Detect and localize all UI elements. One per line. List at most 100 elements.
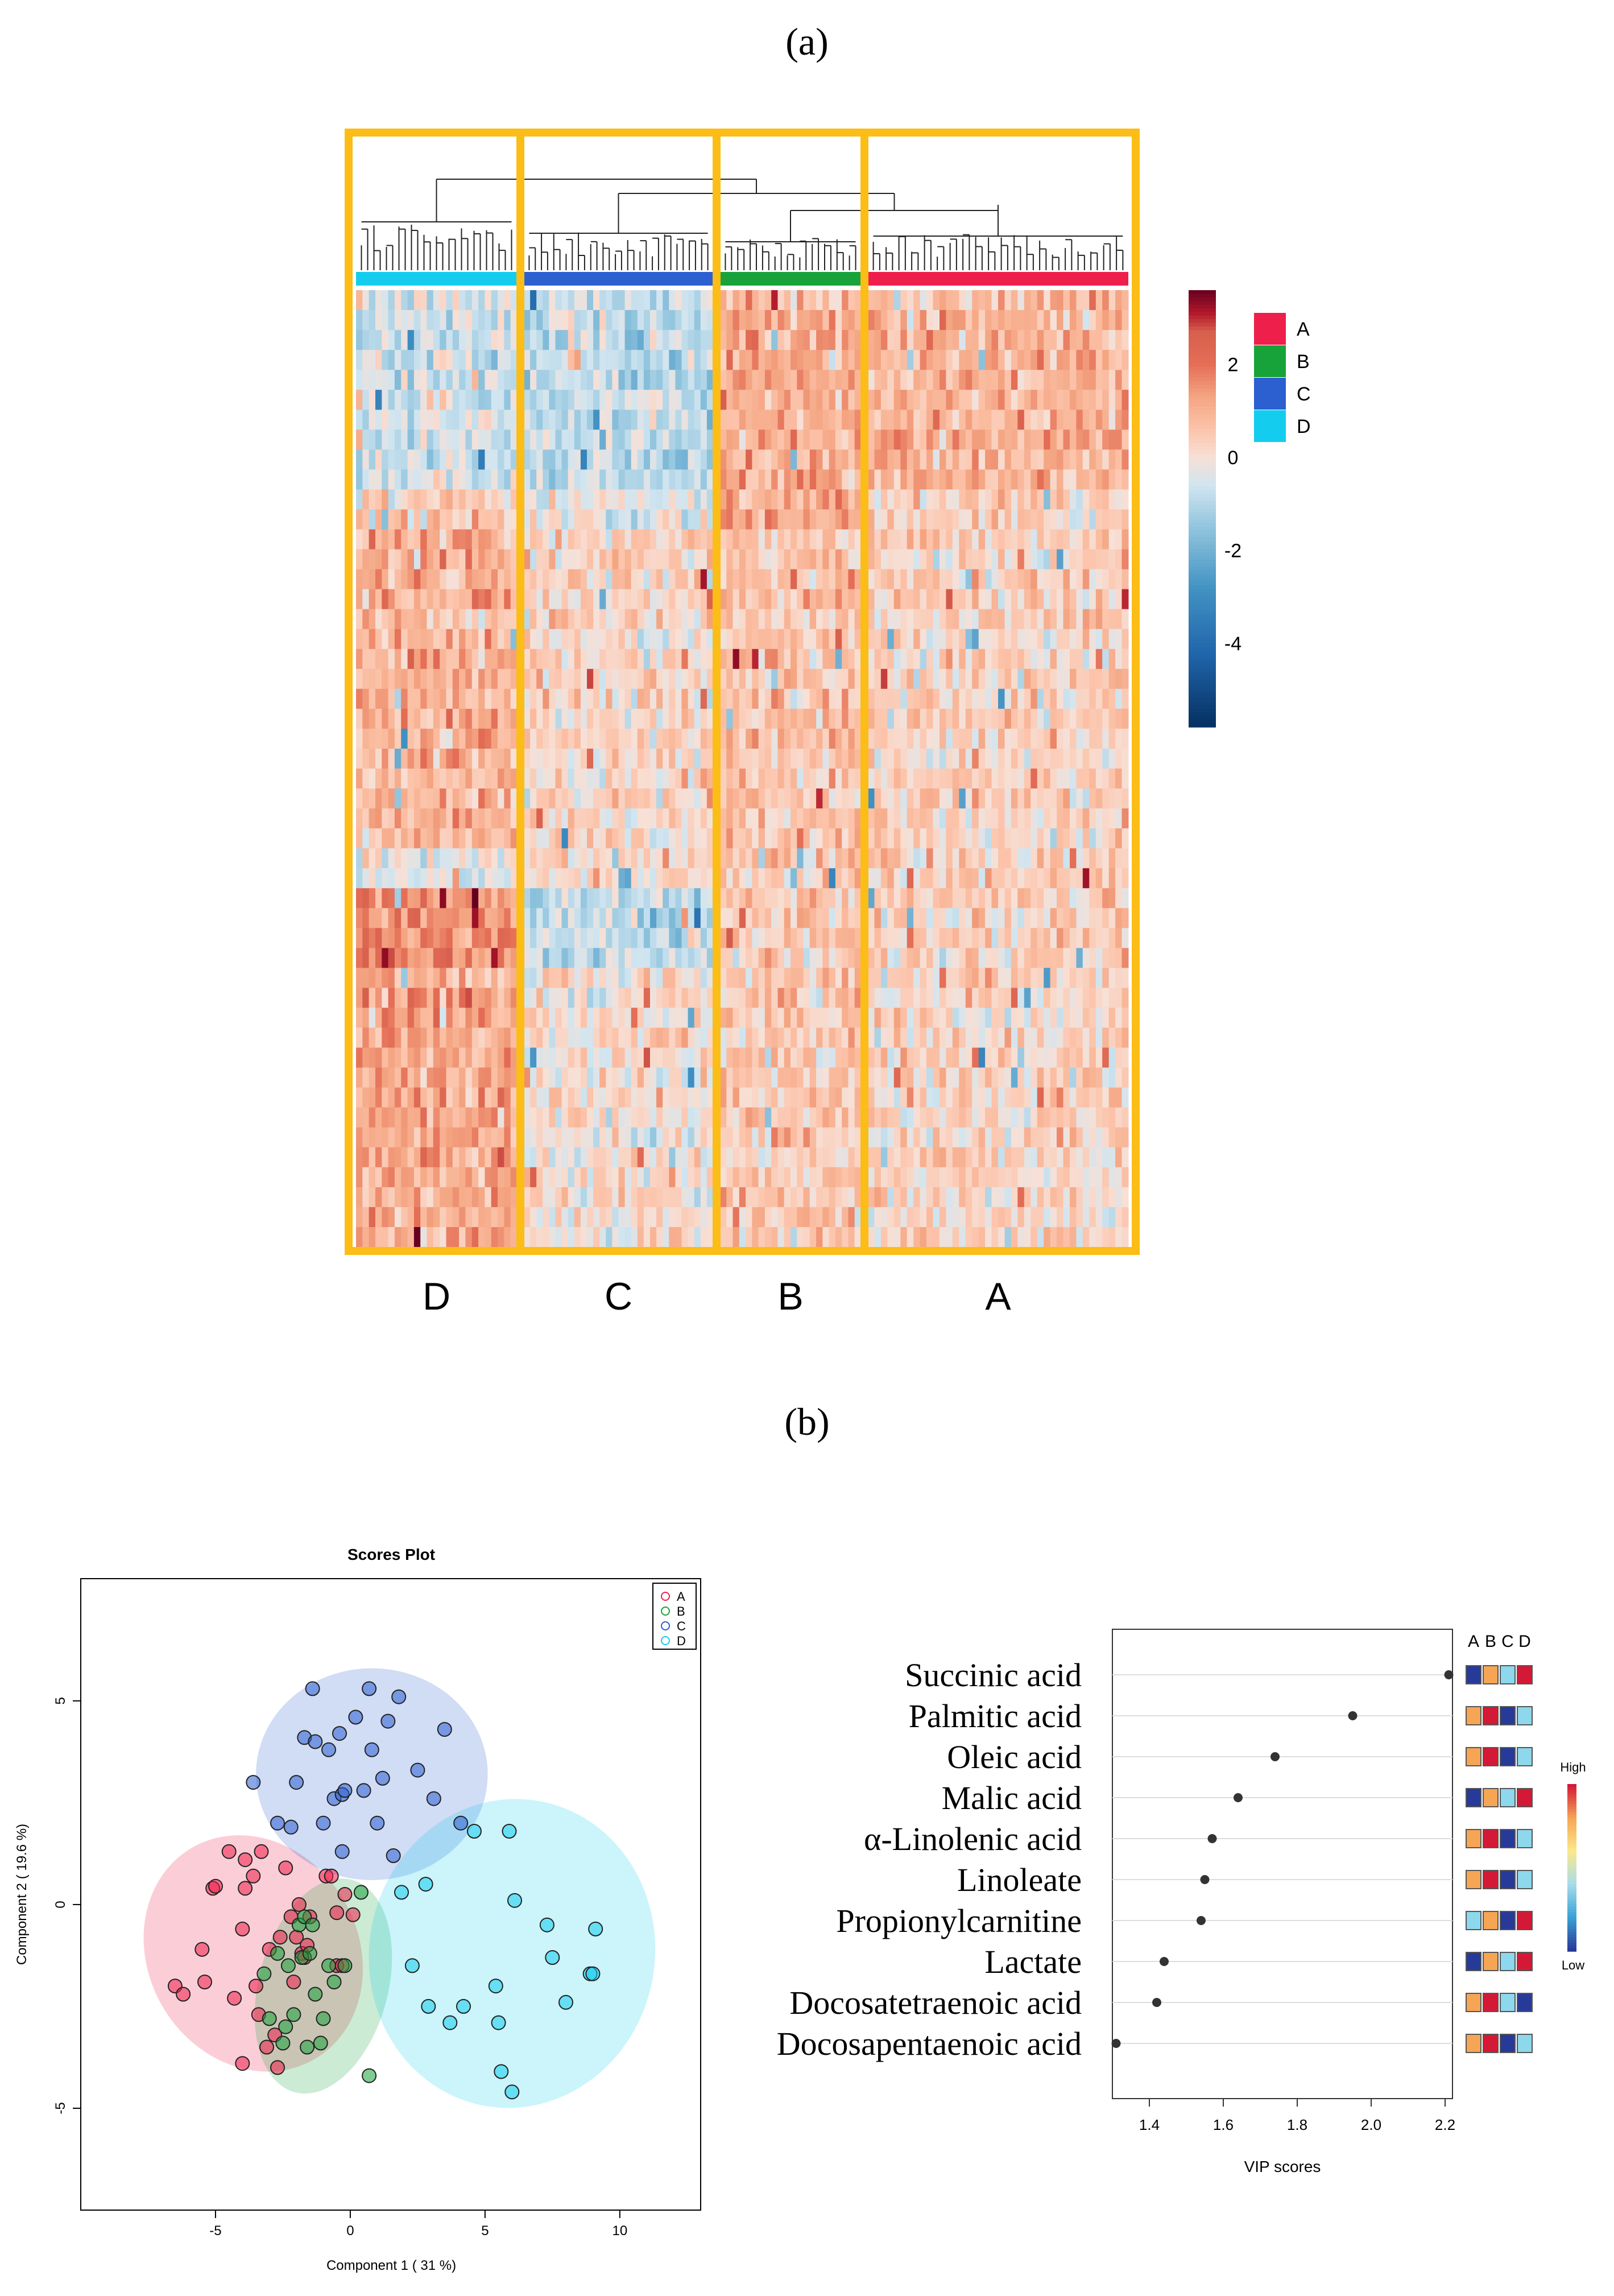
heatmap-cell [822,549,830,570]
heatmap-cell [829,489,836,510]
heatmap-cell [555,390,562,410]
heatmap-cell [643,609,651,630]
heatmap-cell [816,769,823,789]
heatmap-cell [580,1207,587,1228]
heatmap-cell [998,529,1005,550]
heatmap-cell [574,449,581,470]
heatmap-cell [726,888,734,909]
heatmap-cell [816,908,823,928]
heatmap-cell [587,370,594,390]
heatmap-cell [688,589,695,610]
heatmap-cell [452,370,460,390]
heatmap-cell [1102,449,1110,470]
heatmap-cell [624,370,632,390]
heatmap-cell [420,1167,428,1188]
heatmap-cell [650,688,657,709]
heatmap-cell [1115,728,1123,749]
heatmap-cell [407,968,415,988]
heatmap-cell [465,330,473,350]
heatmap-cell [536,1127,543,1148]
heatmap-cell [669,788,676,809]
heatmap-cell [926,589,933,610]
heatmap-cell [504,629,511,650]
heatmap-cell [764,589,772,610]
heatmap-cell [637,749,644,769]
heatmap-cell [758,350,765,370]
heatmap-cell [568,688,575,709]
heatmap-cell [764,1187,772,1208]
heatmap-cell [1044,808,1051,829]
heatmap-cell [907,449,914,470]
heatmap-cell [637,449,644,470]
heatmap-cell [459,1007,466,1029]
heatmap-cell [524,928,531,948]
heatmap-cell [893,708,901,729]
heatmap-cell [946,509,953,530]
heatmap-cell [972,509,979,530]
heatmap-cell [739,1027,746,1048]
heatmap-cell [643,529,651,550]
heatmap-cell [407,928,415,948]
heatmap-cell [816,449,823,470]
heatmap-cell [835,1087,842,1108]
heatmap-cell [835,609,842,630]
heatmap-cell [739,1087,746,1108]
heatmap-cell [471,489,479,510]
heatmap-cell [952,589,959,610]
heatmap-cell [933,708,940,729]
heatmap-cell [568,968,575,988]
heatmap-cell [1121,749,1129,769]
heatmap-cell [1011,449,1018,470]
heatmap-cell [926,370,933,390]
heatmap-cell [491,1207,498,1228]
heatmap-cell [1102,589,1110,610]
heatmap-cell [587,948,594,968]
heatmap-cell [656,788,663,809]
heatmap-cell [536,489,543,510]
heatmap-cell [446,410,453,430]
heatmap-cell [375,1227,382,1248]
heatmap-cell [985,828,992,849]
heatmap-cell [606,529,613,550]
heatmap-cell [401,788,408,809]
heatmap-cell [1063,569,1070,590]
heatmap-cell [972,469,979,490]
heatmap-cell [624,888,632,909]
heatmap-cell [706,868,714,889]
heatmap-cell [681,330,689,350]
heatmap-cell [764,848,772,869]
heatmap-cell [803,1127,810,1148]
heatmap-cell [946,708,953,729]
heatmap-cell [401,430,408,450]
heatmap-cell [656,1187,663,1208]
heatmap-cell [388,390,395,410]
heatmap-cell [356,449,363,470]
heatmap-cell [726,529,734,550]
heatmap-cell [1017,708,1025,729]
heatmap-cell [688,1067,695,1088]
heatmap-cell [375,569,382,590]
heatmap-cell [491,1167,498,1188]
heatmap-cell [842,708,849,729]
heatmap-cell [764,629,772,650]
heatmap-cell [1095,708,1103,729]
heatmap-cell [913,688,921,709]
heatmap-cell [874,469,882,490]
heatmap-cell [952,788,959,809]
heatmap-cell [972,410,979,430]
heatmap-cell [382,688,389,709]
heatmap-cell [631,1187,638,1208]
heatmap-cell [887,688,895,709]
heatmap-cell [1095,549,1103,570]
heatmap-cell [822,888,830,909]
heatmap-cell [758,410,765,430]
heatmap-cell [510,908,518,928]
heatmap-cell [752,908,759,928]
heatmap-cell [549,888,556,909]
heatmap-cell [382,1147,389,1168]
heatmap-cell [618,1167,626,1188]
heatmap-cell [758,1207,765,1228]
heatmap-cell [491,290,498,311]
heatmap-cell [758,649,765,670]
heatmap-cell [643,888,651,909]
